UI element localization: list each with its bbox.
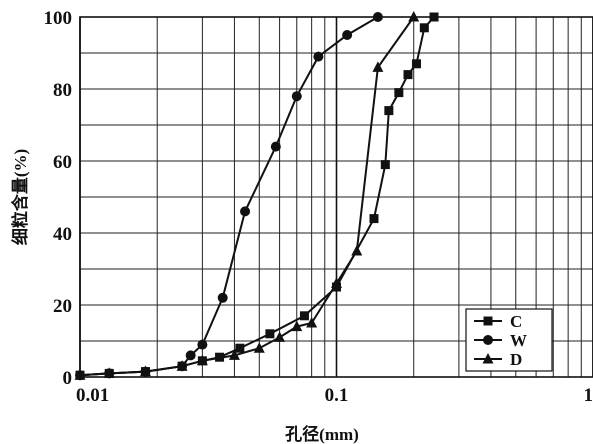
series-C [75, 12, 439, 380]
data-point-D [196, 354, 208, 366]
series-line-D [79, 16, 415, 377]
data-point-C [394, 88, 404, 98]
data-point-W [291, 91, 302, 102]
data-point-D [351, 245, 363, 256]
data-point-W [313, 51, 324, 62]
legend-item-D: D [474, 350, 522, 369]
data-point-W [185, 350, 196, 361]
data-point-D [408, 11, 420, 22]
legend-label: D [510, 350, 522, 369]
series-layer [74, 11, 439, 381]
legend-label: W [510, 331, 527, 350]
data-point-D [103, 367, 115, 378]
legend-marker [482, 353, 494, 364]
y-tick-label: 0 [63, 368, 73, 389]
legend-marker [483, 335, 493, 345]
data-point-D [176, 360, 188, 371]
data-point-C [411, 59, 421, 69]
data-point-W [197, 339, 208, 350]
data-point-D [139, 365, 151, 377]
data-point-C [429, 12, 439, 22]
y-axis-title: 细粒含量(%) [10, 149, 30, 245]
x-tick-label: 0.1 [325, 385, 349, 406]
x-axis-title: 孔径(mm) [285, 424, 359, 444]
x-tick-label: 1 [584, 385, 593, 406]
data-point-D [372, 61, 384, 72]
data-point-D [253, 342, 265, 353]
data-point-C [419, 23, 429, 33]
data-point-W [270, 141, 281, 152]
data-point-D [228, 349, 240, 360]
legend: CWD [465, 308, 553, 372]
y-tick-label: 60 [53, 152, 72, 173]
plot-frame [79, 16, 593, 378]
data-point-C [380, 160, 390, 170]
series-D [74, 11, 420, 380]
data-point-W [240, 206, 251, 217]
legend-label: C [510, 312, 522, 331]
y-tick-label: 80 [53, 80, 72, 101]
y-tick-label: 40 [53, 224, 72, 245]
data-point-C [265, 329, 275, 339]
legend-item-W: W [474, 331, 527, 350]
data-point-D [306, 317, 318, 328]
data-point-D [331, 277, 342, 288]
data-point-W [217, 292, 228, 303]
y-tick-label: 100 [44, 8, 73, 29]
y-tick-labels: 0 20 40 60 80 100 [44, 8, 73, 389]
legend-item-C: C [474, 312, 522, 331]
x-tick-labels: 0.01 0.1 1 [76, 385, 593, 406]
data-point-C [384, 106, 394, 116]
data-point-D [74, 369, 86, 380]
legend-marker [483, 316, 493, 326]
data-point-W [372, 12, 383, 22]
data-point-C [369, 214, 379, 224]
data-point-C [299, 311, 309, 321]
data-point-C [235, 343, 245, 353]
series-line-W [79, 16, 379, 377]
y-tick-label: 20 [53, 296, 72, 317]
data-point-D [274, 331, 286, 342]
x-tick-label: 0.01 [76, 385, 109, 406]
data-point-C [403, 70, 413, 80]
data-point-D [291, 320, 303, 332]
data-point-W [342, 30, 353, 40]
